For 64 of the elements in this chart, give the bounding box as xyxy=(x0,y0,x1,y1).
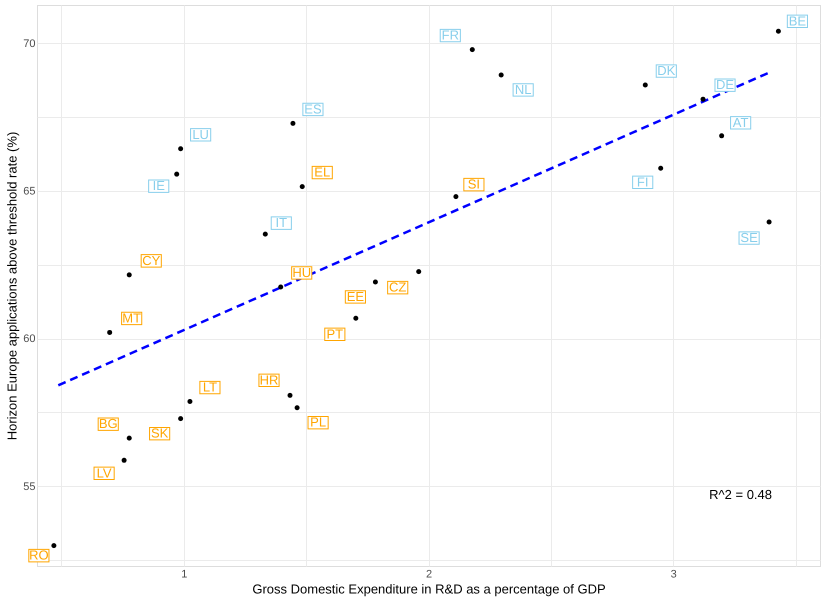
data-label: HR xyxy=(260,372,278,388)
point xyxy=(187,399,192,404)
data-label: EE xyxy=(346,288,364,304)
point xyxy=(372,279,378,284)
data-label: BE xyxy=(788,13,806,28)
data-label: AT xyxy=(732,114,749,130)
data-label: BG xyxy=(98,416,118,432)
data-label: PT xyxy=(326,326,344,342)
data-label: LU xyxy=(192,126,209,142)
point xyxy=(51,543,56,548)
data-label: DE xyxy=(716,77,734,92)
annotation: R^2 = 0.48 xyxy=(709,487,772,502)
y-tick-label: 60 xyxy=(23,333,36,346)
point xyxy=(126,436,132,441)
data-label: IE xyxy=(152,178,166,194)
point xyxy=(700,96,706,102)
data-label: PL xyxy=(310,414,326,430)
y-tick-label: 55 xyxy=(23,480,36,493)
x-axis-title: Gross Domestic Expenditure in R&D as a percentage of GDP xyxy=(252,582,606,596)
x-tick-label: 2 xyxy=(426,568,432,580)
y-axis-title: Horizon Europe applications above threshold rate (%) xyxy=(4,132,20,440)
point xyxy=(453,194,458,200)
y-tick-label: 65 xyxy=(23,186,36,198)
data-label: CZ xyxy=(389,280,406,295)
data-label: HU xyxy=(292,264,312,280)
point xyxy=(278,284,284,290)
point xyxy=(288,392,293,398)
point xyxy=(174,172,180,177)
data-label: SI xyxy=(468,176,480,192)
data-label: EL xyxy=(314,164,330,180)
point xyxy=(353,316,358,321)
point xyxy=(498,72,504,78)
point xyxy=(642,82,648,88)
x-tick-label: 3 xyxy=(670,568,677,580)
point xyxy=(178,146,184,152)
point xyxy=(178,416,184,422)
x-tick-label: 1 xyxy=(181,568,188,580)
data-label: RO xyxy=(29,548,49,563)
data-label: FR xyxy=(442,28,459,43)
data-label: SK xyxy=(150,426,169,441)
data-label: DK xyxy=(657,63,676,78)
point xyxy=(776,28,781,34)
point xyxy=(766,220,772,225)
point xyxy=(416,269,422,274)
data-label: CY xyxy=(142,252,161,268)
data-label: IT xyxy=(276,215,288,230)
data-label: SE xyxy=(740,230,758,246)
data-label: MT xyxy=(122,310,142,326)
point xyxy=(658,166,664,171)
point xyxy=(300,184,305,190)
point xyxy=(122,458,127,463)
data-label: NL xyxy=(514,82,532,97)
point xyxy=(294,405,300,410)
point xyxy=(290,120,296,126)
data-label: LV xyxy=(96,465,112,480)
point xyxy=(107,330,112,335)
point xyxy=(470,47,475,52)
data-label: LT xyxy=(202,380,218,395)
point xyxy=(262,232,268,237)
y-tick-label: 70 xyxy=(23,38,36,50)
point xyxy=(719,133,724,138)
data-label: ES xyxy=(304,101,322,116)
point xyxy=(126,272,132,278)
data-label: FI xyxy=(636,174,648,190)
